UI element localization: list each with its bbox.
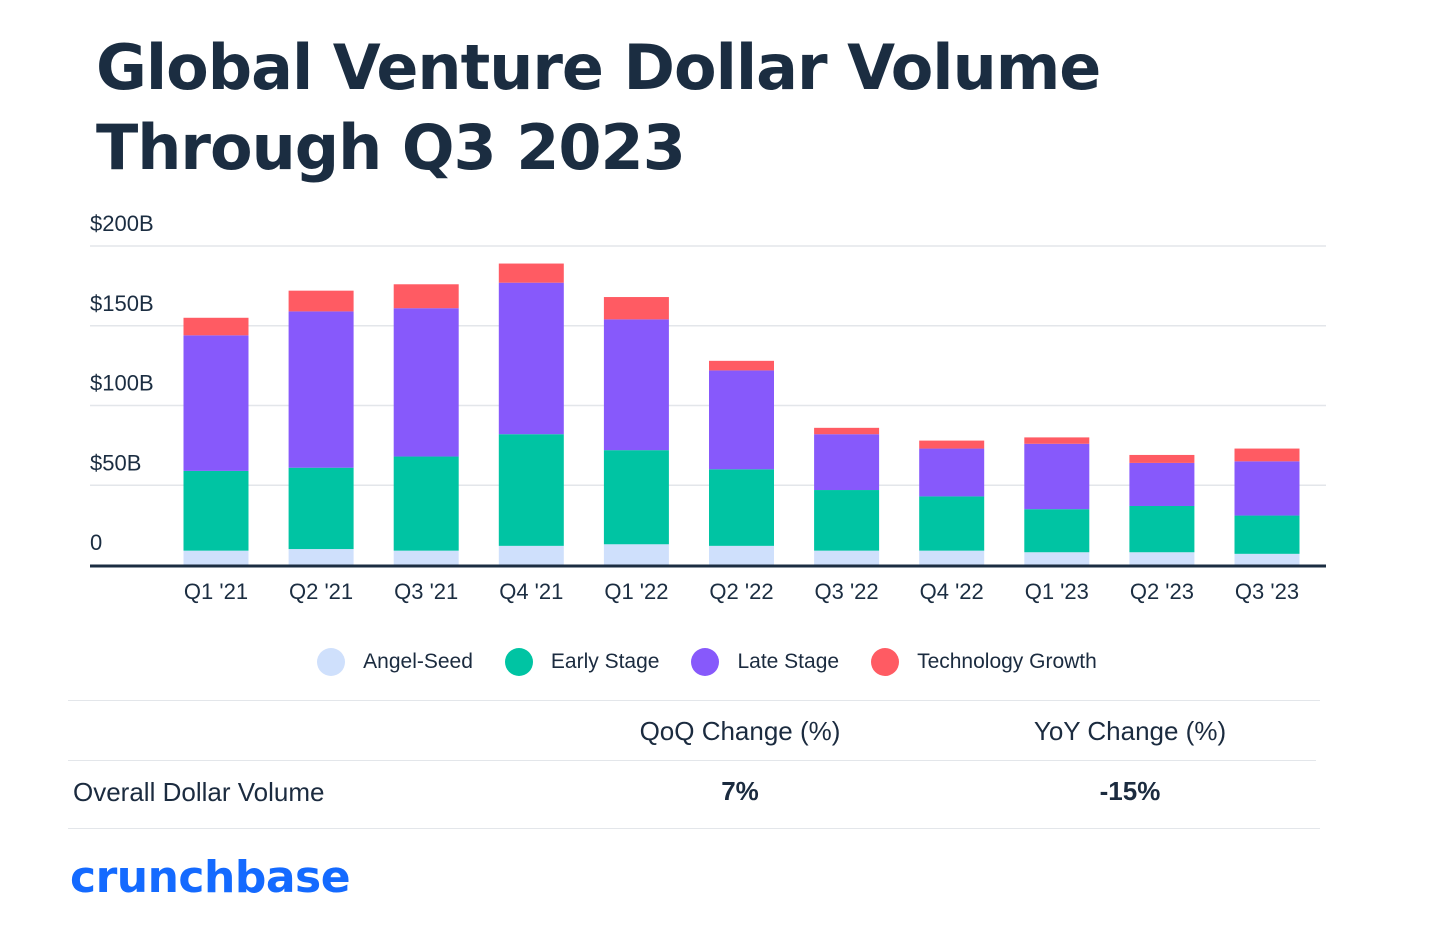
bar-segment-early-stage xyxy=(183,470,249,551)
legend-swatch-angel-seed xyxy=(317,648,346,676)
bar-segment-early-stage xyxy=(709,469,774,546)
x-tick-label: Q3 '22 xyxy=(815,579,879,604)
bar-segment-angel-seed xyxy=(498,545,564,565)
bar-segment-early-stage xyxy=(919,496,985,551)
y-tick-label: $150B xyxy=(90,291,154,316)
legend-item-early-stage: Early Stage xyxy=(504,648,660,676)
x-tick-label: Q1 '21 xyxy=(184,579,248,604)
bar-segment-early-stage xyxy=(498,434,564,546)
bar-segment-late-stage xyxy=(393,308,459,457)
bar-segment-angel-seed xyxy=(288,549,354,565)
bar-segment-angel-seed xyxy=(1234,553,1300,565)
table-bottom-rule xyxy=(68,828,1320,829)
x-tick-label: Q1 '22 xyxy=(604,579,668,604)
bar-segment-technology-growth xyxy=(603,297,669,320)
bar-segment-early-stage xyxy=(288,467,354,550)
bar-segment-technology-growth xyxy=(288,290,354,312)
x-tick-label: Q1 '23 xyxy=(1025,579,1089,604)
bar-segment-early-stage xyxy=(1024,509,1090,553)
chart-title: Global Venture Dollar Volume Through Q3 … xyxy=(96,31,1101,184)
bar-segment-late-stage xyxy=(919,448,985,497)
x-tick-label: Q3 '21 xyxy=(394,579,458,604)
legend-label-early-stage: Early Stage xyxy=(550,650,660,673)
table-header-qoq: QoQ Change (%) xyxy=(639,716,841,746)
bar-segment-angel-seed xyxy=(1129,552,1195,565)
legend-item-late-stage: Late Stage xyxy=(691,648,839,676)
legend-item-technology-growth: Technology Growth xyxy=(871,648,1097,676)
bar-segment-technology-growth xyxy=(1129,454,1195,463)
table-value-yoy: -15% xyxy=(1099,776,1161,806)
bar-segment-technology-growth xyxy=(919,440,985,449)
bar-segment-early-stage xyxy=(603,450,669,545)
bar-segment-technology-growth xyxy=(814,427,880,435)
bar-segment-early-stage xyxy=(1234,515,1300,554)
table-top-rule xyxy=(68,700,1320,701)
y-tick-label: $50B xyxy=(90,450,141,475)
y-tick-label: $200B xyxy=(90,211,154,236)
crunchbase-logo: crunchbase xyxy=(70,852,351,903)
bar-segment-late-stage xyxy=(498,282,564,435)
bar-segment-angel-seed xyxy=(393,550,459,565)
bar-segment-late-stage xyxy=(1024,443,1090,510)
y-tick-label: 0 xyxy=(90,530,102,555)
bar-segment-late-stage xyxy=(1129,462,1195,506)
bar-segment-technology-growth xyxy=(709,360,774,371)
legend-label-angel-seed: Angel-Seed xyxy=(363,650,473,673)
y-tick-label: $100B xyxy=(90,371,154,396)
chart-legend: Angel-Seed Early Stage Late Stage Techno… xyxy=(0,648,1414,676)
legend-swatch-late-stage xyxy=(691,648,720,676)
bar-segment-late-stage xyxy=(183,335,249,471)
legend-label-technology-growth: Technology Growth xyxy=(917,650,1097,673)
bar-segment-technology-growth xyxy=(393,284,459,309)
x-tick-label: Q2 '21 xyxy=(289,579,353,604)
legend-swatch-early-stage xyxy=(504,648,533,676)
bar-segment-late-stage xyxy=(814,434,880,491)
bar-segment-technology-growth xyxy=(1234,448,1300,462)
stacked-bar-chart: 0 $50B $100B $150B $200B Q1 '21 Q2 '21 Q3 '21 Q4… xyxy=(90,211,1326,604)
bar-segment-early-stage xyxy=(393,456,459,551)
legend-item-angel-seed: Angel-Seed xyxy=(317,648,473,676)
table-header-rule xyxy=(68,760,1316,761)
legend-swatch-technology-growth xyxy=(871,648,900,676)
bar-segment-early-stage xyxy=(1129,505,1195,553)
bar-segment-angel-seed xyxy=(709,545,774,565)
bar-segment-technology-growth xyxy=(183,317,249,336)
x-tick-label: Q4 '22 xyxy=(920,579,984,604)
bar-segment-angel-seed xyxy=(814,550,880,565)
bar-segment-angel-seed xyxy=(603,544,669,565)
bar-segment-late-stage xyxy=(603,319,669,451)
bar-segment-late-stage xyxy=(288,311,354,468)
bar-segment-technology-growth xyxy=(498,263,564,283)
legend-label-late-stage: Late Stage xyxy=(737,650,840,673)
bar-segment-technology-growth xyxy=(1024,437,1090,444)
bar-segment-angel-seed xyxy=(1024,552,1090,565)
bar-segment-late-stage xyxy=(1234,461,1300,516)
table-value-qoq: 7% xyxy=(721,776,759,806)
bar-segment-angel-seed xyxy=(183,550,249,565)
bar-segment-early-stage xyxy=(814,490,880,551)
bar-segment-late-stage xyxy=(709,370,774,470)
x-tick-label: Q2 '22 xyxy=(709,579,773,604)
bar-segment-angel-seed xyxy=(919,550,985,565)
table-header-yoy: YoY Change (%) xyxy=(1033,716,1227,746)
x-tick-label: Q3 '23 xyxy=(1235,579,1299,604)
x-tick-label: Q2 '23 xyxy=(1130,579,1194,604)
x-tick-label: Q4 '21 xyxy=(499,579,563,604)
table-row-label: Overall Dollar Volume xyxy=(73,777,325,807)
